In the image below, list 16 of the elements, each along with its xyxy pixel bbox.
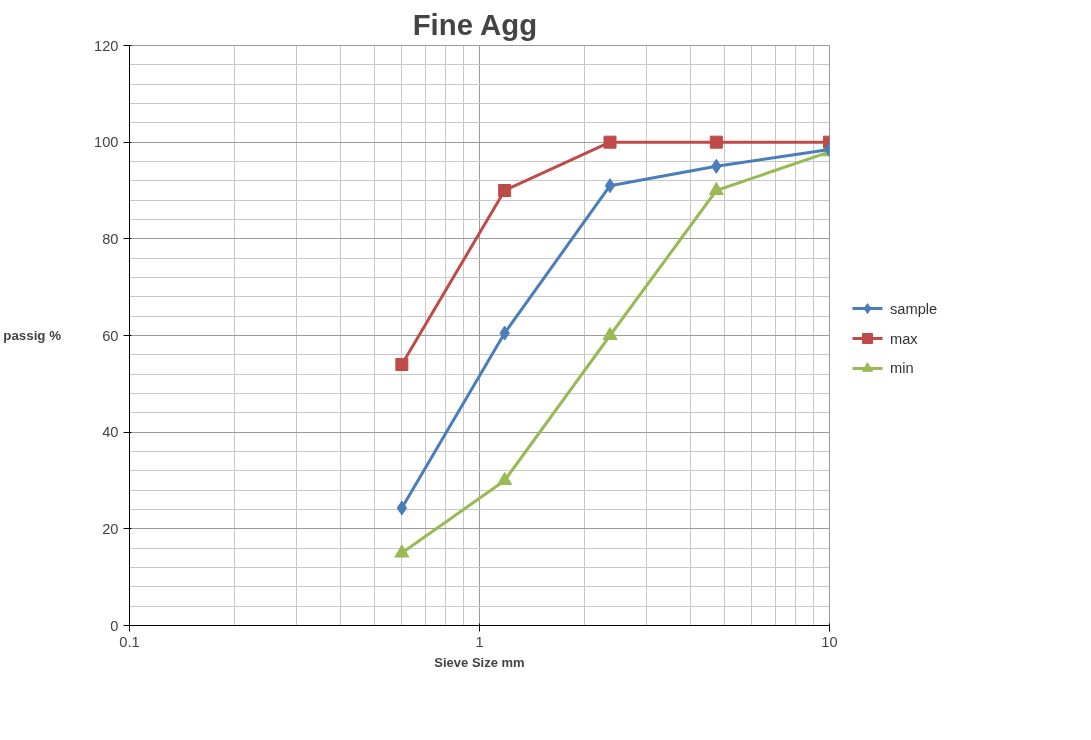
y-tick-label: 120 — [94, 37, 119, 54]
y-tick-label: 100 — [94, 134, 119, 151]
x-tick-label: 0.1 — [119, 633, 140, 650]
y-axis-title: passig % — [3, 328, 62, 343]
legend-label: sample — [890, 300, 938, 317]
x-tick-label: 1 — [475, 633, 484, 650]
x-tick-label: 10 — [821, 633, 838, 650]
y-tick-label: 0 — [110, 617, 119, 634]
y-tick-label: 20 — [102, 520, 119, 537]
chart-title: Fine Agg — [412, 7, 538, 41]
x-axis-title: Sieve Size mm — [434, 654, 525, 670]
y-tick-label: 60 — [102, 327, 119, 344]
legend-label: min — [890, 360, 914, 377]
y-tick-label: 40 — [102, 424, 119, 441]
y-tick-label: 80 — [102, 230, 119, 247]
legend-label: max — [890, 330, 919, 347]
